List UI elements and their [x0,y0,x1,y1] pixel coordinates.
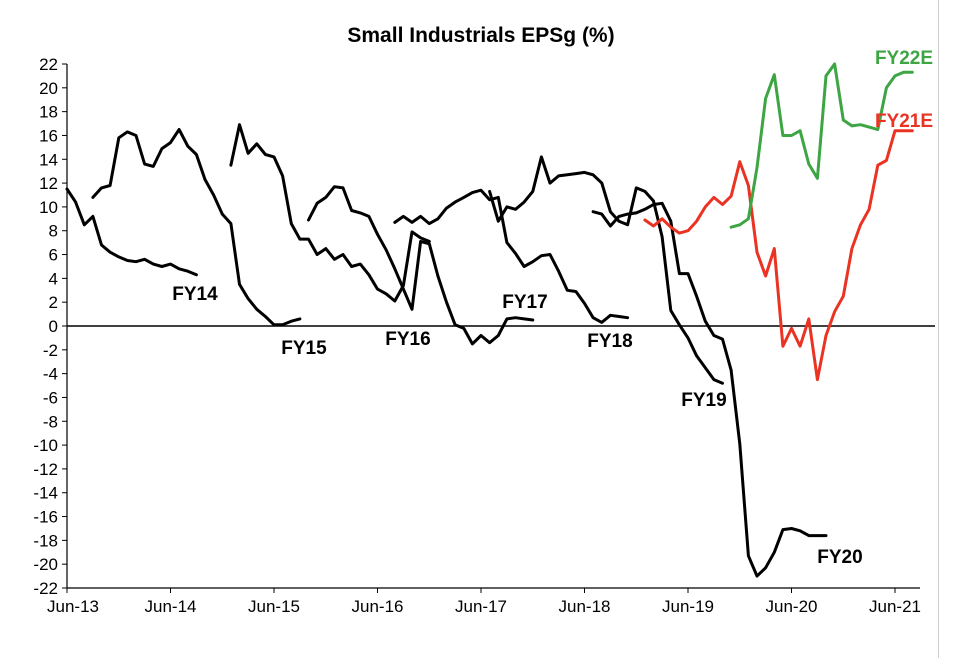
y-tick-label: -4 [43,365,58,384]
x-tick-label: Jun-15 [248,597,300,616]
y-tick-label: -22 [33,579,58,598]
y-tick-label: -10 [33,436,58,455]
x-tick-label: Jun-18 [559,597,611,616]
series-label-fy14: FY14 [172,284,218,305]
series-label-fy22e: FY22E [875,48,933,69]
y-tick-label: 8 [49,222,58,241]
y-tick-label: 18 [39,103,58,122]
series-line-fy15 [229,123,431,303]
y-tick-label: 10 [39,198,58,217]
series-label-fy21e: FY21E [875,111,933,132]
y-tick-label: -14 [33,484,58,503]
x-tick-label: Jun-21 [869,597,921,616]
y-tick-label: -20 [33,555,58,574]
chart-axes: 2220181614121086420-2-4-6-8-10-12-14-16-… [33,55,935,616]
series-line-fy17 [393,188,630,324]
frame-divider [938,0,939,658]
series-line-fy22e [729,62,914,229]
y-tick-label: 20 [39,79,58,98]
chart-series [65,62,914,578]
series-label-fy15: FY15 [281,338,327,359]
chart-series-labels: FY14 FY15 FY16 FY17 FY18 FY19 FY21E FY22E FY20 [172,48,933,568]
series-label-fy16: FY16 [385,329,430,350]
chart-title: Small Industrials EPSg (%) [347,24,615,47]
series-line-fy16 [307,185,535,346]
series-line-fy21e [643,129,914,382]
y-tick-label: -2 [43,341,58,360]
x-tick-label: Jun-20 [766,597,818,616]
x-tick-label: Jun-13 [47,597,99,616]
x-tick-label: Jun-19 [662,597,714,616]
series-line-fy18 [488,155,724,385]
y-tick-label: -18 [33,531,58,550]
y-tick-label: 22 [39,55,58,74]
y-tick-label: 6 [49,246,58,265]
series-line-fy14 [65,187,198,277]
series-label-fy18: FY18 [587,331,632,352]
y-tick-label: 0 [49,317,58,336]
series-line [91,128,302,327]
x-tick-label: Jun-17 [455,597,507,616]
y-tick-label: 2 [49,293,58,312]
x-tick-label: Jun-14 [145,597,197,616]
y-tick-label: 4 [49,269,58,288]
y-tick-label: -8 [43,412,58,431]
y-tick-label: 12 [39,174,58,193]
y-tick-label: 16 [39,126,58,145]
series-label-fy20: FY20 [817,547,862,568]
x-tick-label: Jun-16 [352,597,404,616]
y-tick-label: -12 [33,460,58,479]
y-tick-label: -6 [43,388,58,407]
series-label-fy17: FY17 [502,292,547,313]
series-label-fy19: FY19 [681,390,726,411]
y-tick-label: -16 [33,508,58,527]
y-tick-label: 14 [39,150,58,169]
series-line-fy19 [591,201,828,578]
